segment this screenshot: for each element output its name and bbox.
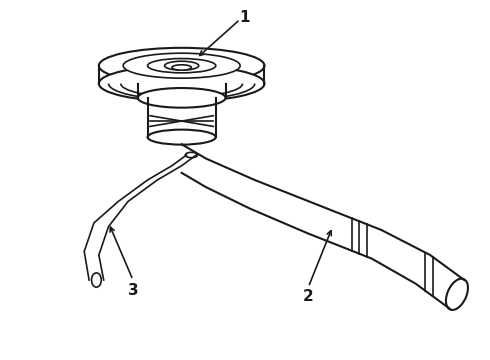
Ellipse shape [92,273,101,287]
Ellipse shape [185,152,197,158]
Ellipse shape [446,279,468,310]
Ellipse shape [147,130,216,145]
Ellipse shape [99,48,265,84]
Ellipse shape [165,61,199,70]
Text: 3: 3 [127,283,138,298]
Ellipse shape [172,65,192,70]
Ellipse shape [138,88,225,108]
Ellipse shape [99,66,265,102]
Ellipse shape [123,53,240,78]
Ellipse shape [147,59,216,73]
Text: 2: 2 [303,289,314,303]
Text: 1: 1 [240,10,250,25]
